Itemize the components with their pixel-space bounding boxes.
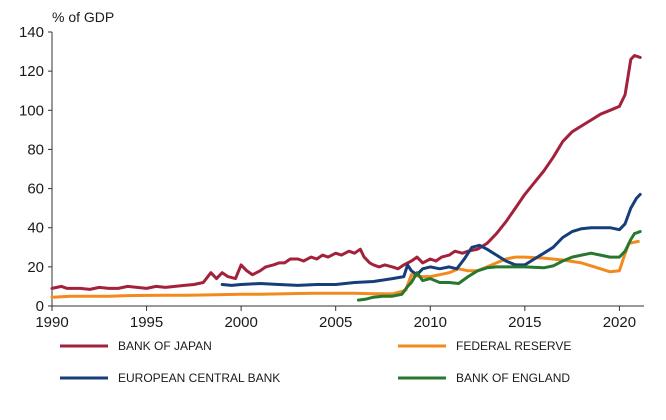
series-line-bank-of-england xyxy=(356,230,642,302)
y-tick-label: 100 xyxy=(19,102,44,119)
x-tick-label: 2010 xyxy=(414,314,447,331)
series-line-bank-of-japan xyxy=(50,54,642,291)
legend: BANK OF JAPAN FEDERAL RESERVE EUROPEAN CEN… xyxy=(60,339,571,385)
y-tick-label: 120 xyxy=(19,63,44,80)
y-tick-label: 60 xyxy=(27,181,44,198)
y-tick-label: 140 xyxy=(19,24,44,41)
legend-label-european-central-bank: EUROPEAN CENTRAL BANK xyxy=(118,371,280,385)
y-tick-label: 80 xyxy=(27,141,44,158)
y-tick-label: 20 xyxy=(27,259,44,276)
y-tick-label: 0 xyxy=(36,298,44,315)
x-tick-label: 2005 xyxy=(319,314,352,331)
x-tick-label: 2015 xyxy=(508,314,541,331)
y-axis-ticks: 0 20 40 60 80 100 120 140 xyxy=(19,24,52,315)
series-lines xyxy=(50,54,642,302)
axes xyxy=(51,32,644,307)
x-tick-label: 2000 xyxy=(224,314,257,331)
y-axis-unit-label: % of GDP xyxy=(52,9,114,25)
legend-label-federal-reserve: FEDERAL RESERVE xyxy=(456,339,571,353)
x-tick-label: 1995 xyxy=(130,314,163,331)
x-tick-label: 2020 xyxy=(603,314,636,331)
x-axis-ticks: 1990 1995 2000 2005 2010 2015 2020 xyxy=(35,306,636,331)
legend-label-bank-of-england: BANK OF ENGLAND xyxy=(456,371,570,385)
series-line-european-central-bank xyxy=(220,192,642,287)
y-tick-label: 40 xyxy=(27,220,44,237)
x-tick-label: 1990 xyxy=(35,314,68,331)
legend-label-bank-of-japan: BANK OF JAPAN xyxy=(118,339,212,353)
